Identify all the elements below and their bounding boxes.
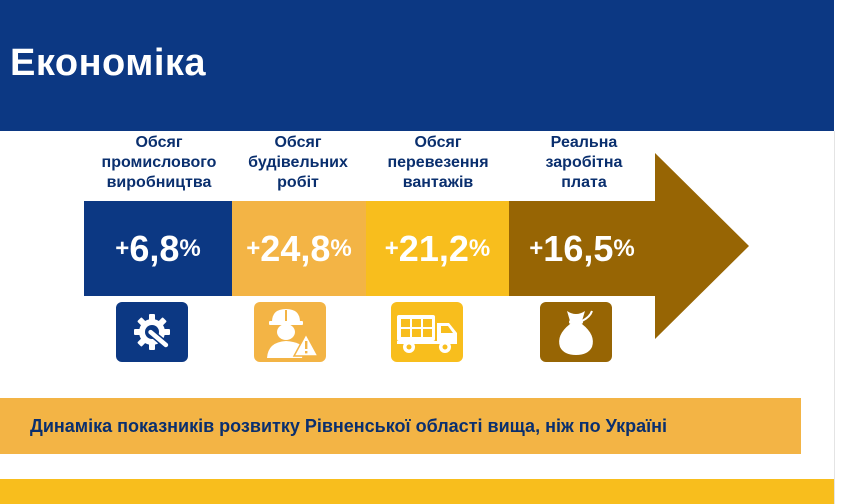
value-number: 24,8 [260,227,331,269]
label-line: Обсяг [135,134,183,151]
page-title: Економіка [10,42,207,84]
delivery-truck-icon [391,302,463,362]
value-number: 6,8 [129,227,180,269]
metric-value-construction: +24,8% [232,201,366,296]
label-line: вантажів [402,174,474,191]
label-line: виробництва [106,174,212,191]
progress-arrow-shape [509,153,749,339]
value-unit: % [613,234,635,262]
metric-value-freight: +21,2% [366,201,509,296]
value-sign: + [384,234,399,262]
label-line: перевезення [387,154,489,171]
header-bar: Економіка [0,0,834,131]
label-line: Реальна [550,134,618,151]
gear-wrench-icon [116,302,188,362]
value-unit: % [330,234,352,262]
value-sign: + [115,234,130,262]
metric-label-construction: Обсяг будівельних робіт [223,133,373,193]
label-line: плата [561,174,607,191]
value-unit: % [179,234,201,262]
label-line: Обсяг [274,134,322,151]
summary-banner: Динаміка показників розвитку Рівненської… [0,398,801,454]
value-sign: + [246,234,261,262]
metric-value-wages: +16,5% [509,201,655,296]
label-line: заробітна [545,154,623,171]
label-line: робіт [277,174,319,191]
slide-edge-divider [834,131,835,504]
value-sign: + [529,234,544,262]
value-number: 21,2 [398,227,469,269]
construction-worker-icon [254,302,326,362]
label-line: промислового [101,154,217,171]
metric-value-industrial: +6,8% [84,201,232,296]
metric-label-wages: Реальна заробітна плата [509,133,659,193]
metric-label-industrial: Обсяг промислового виробництва [84,133,234,193]
label-line: будівельних [248,154,348,171]
summary-banner-text: Динаміка показників розвитку Рівненської… [30,415,668,436]
metric-label-freight: Обсяг перевезення вантажів [363,133,513,193]
footer-bar [0,479,834,504]
label-line: Обсяг [414,134,462,151]
value-number: 16,5 [543,227,614,269]
money-bag-icon [540,302,612,362]
value-unit: % [468,234,491,262]
